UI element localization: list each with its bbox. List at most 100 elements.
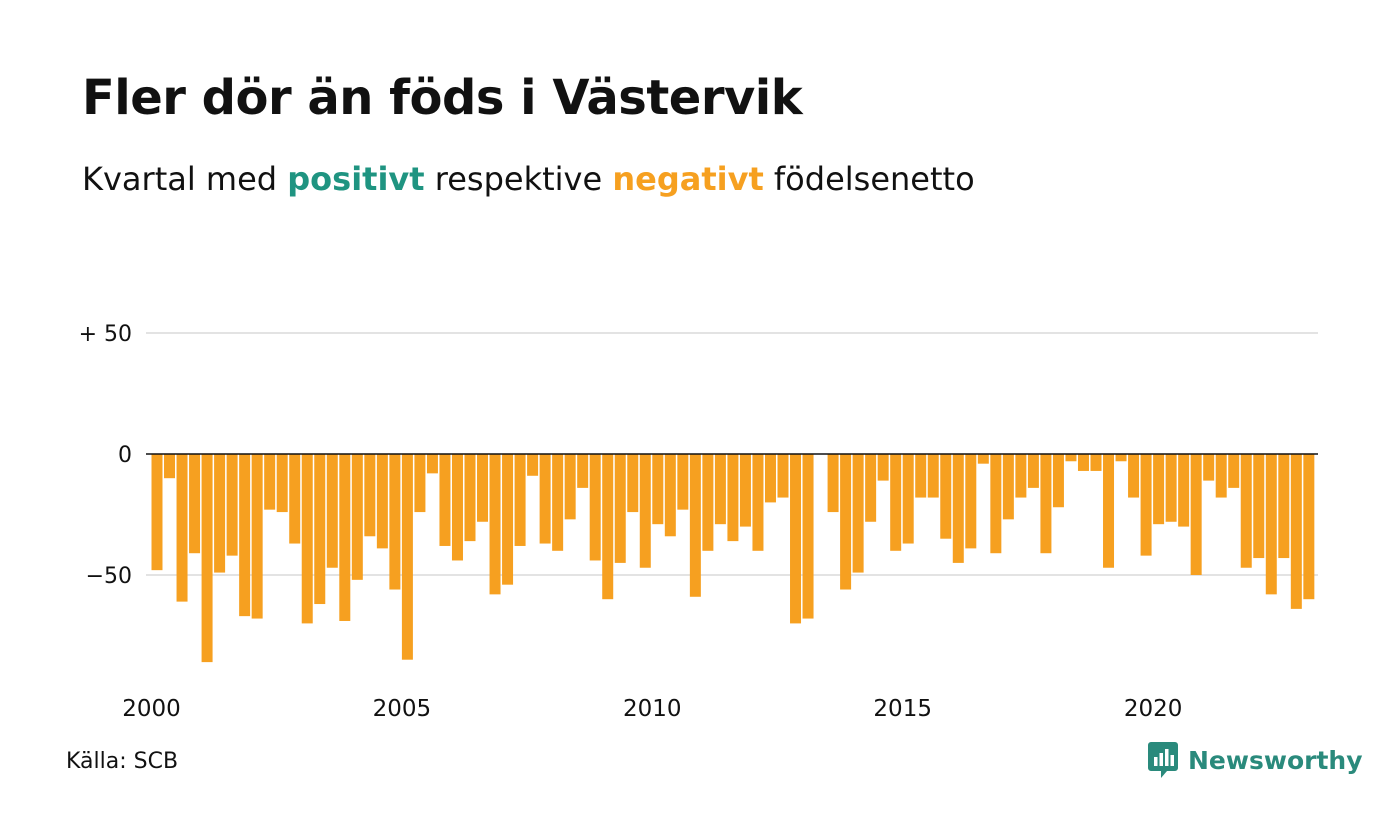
bar (1065, 454, 1077, 462)
bar (401, 454, 413, 660)
bar (1090, 454, 1102, 471)
bar (877, 454, 889, 481)
bar (301, 454, 313, 624)
bar (514, 454, 526, 546)
bar (965, 454, 977, 549)
x-tick-label: 2020 (1124, 696, 1183, 722)
bar (339, 454, 351, 621)
bar (614, 454, 626, 563)
bar (552, 454, 564, 551)
bar (251, 454, 263, 619)
bar (777, 454, 789, 498)
bar (627, 454, 639, 513)
bar (1103, 454, 1115, 568)
bar (802, 454, 814, 619)
bar (1015, 454, 1027, 498)
subtitle-negative-label: negativt (612, 160, 764, 198)
bar (276, 454, 288, 513)
bar (677, 454, 689, 510)
bar (426, 454, 438, 474)
bar (314, 454, 326, 605)
bar (1153, 454, 1165, 525)
bar (189, 454, 201, 554)
bar (527, 454, 539, 476)
bar (664, 454, 676, 537)
subtitle-suffix: födelsenetto (773, 160, 975, 198)
bar (1215, 454, 1227, 498)
bar (176, 454, 188, 602)
x-tick-label: 2010 (623, 696, 682, 722)
bar (589, 454, 601, 561)
bar (952, 454, 964, 563)
bar (790, 454, 802, 624)
bar (364, 454, 376, 537)
bar (915, 454, 927, 498)
source-note: Källa: SCB (66, 749, 179, 774)
bar (1228, 454, 1240, 488)
bar (865, 454, 877, 522)
bar (1178, 454, 1190, 527)
bar (1290, 454, 1302, 609)
bar (451, 454, 463, 561)
bar (226, 454, 238, 556)
bar (489, 454, 501, 595)
bar (389, 454, 401, 590)
bar (264, 454, 276, 510)
bar (1253, 454, 1265, 559)
bar (289, 454, 301, 544)
page-title: Fler dör än föds i Västervik (82, 70, 803, 126)
bar (1128, 454, 1140, 498)
bar (164, 454, 176, 479)
x-tick-label: 2015 (873, 696, 932, 722)
bar (464, 454, 476, 542)
page-subtitle: Kvartal med positivt respektive negativt… (82, 160, 975, 198)
y-tick-label: −50 (86, 564, 132, 589)
bar (439, 454, 451, 546)
bar (902, 454, 914, 544)
bar (414, 454, 426, 513)
bar (977, 454, 989, 464)
bar (689, 454, 701, 597)
bar (577, 454, 589, 488)
bar (201, 454, 213, 663)
bar (351, 454, 363, 580)
bar (639, 454, 651, 568)
bar (990, 454, 1002, 554)
bar (714, 454, 726, 525)
bar (852, 454, 864, 573)
bar (151, 454, 163, 571)
bar (1203, 454, 1215, 481)
chart-speech-bubble-icon (1148, 742, 1178, 778)
bar (1040, 454, 1052, 554)
bar (477, 454, 489, 522)
bar (602, 454, 614, 600)
subtitle-prefix: Kvartal med (82, 160, 278, 198)
bar (752, 454, 764, 551)
bar (1002, 454, 1014, 520)
bar (739, 454, 751, 527)
bar (827, 454, 839, 513)
bar (1052, 454, 1064, 508)
subtitle-middle: respektive (434, 160, 603, 198)
bar (1027, 454, 1039, 488)
x-tick-label: 2005 (373, 696, 432, 722)
bar (890, 454, 902, 551)
x-tick-label: 2000 (122, 696, 181, 722)
brand-logo: Newsworthy (1148, 742, 1363, 778)
bar (564, 454, 576, 520)
bar (727, 454, 739, 542)
bar (539, 454, 551, 544)
bar (652, 454, 664, 525)
bar (1265, 454, 1277, 595)
bar (764, 454, 776, 503)
bar (376, 454, 388, 549)
bar (1278, 454, 1290, 559)
bar (1115, 454, 1127, 462)
bar (940, 454, 952, 539)
bar (1303, 454, 1315, 600)
subtitle-positive-label: positivt (287, 160, 425, 198)
bar (1240, 454, 1252, 568)
bar (1140, 454, 1152, 556)
